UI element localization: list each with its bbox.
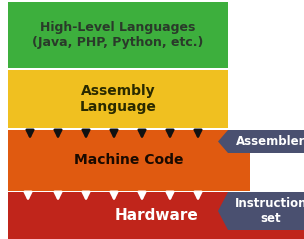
Bar [8,130,250,191]
Bar [8,192,304,239]
Polygon shape [218,192,304,230]
Bar [8,70,228,128]
Text: Machine Code: Machine Code [74,153,184,168]
Text: High-Level Languages
(Java, PHP, Python, etc.): High-Level Languages (Java, PHP, Python,… [32,21,204,49]
Text: Assembler: Assembler [236,135,304,148]
Text: Instruction
set: Instruction set [235,197,304,225]
Text: Hardware: Hardware [114,208,198,223]
Bar [8,2,228,68]
Text: Assembly
Language: Assembly Language [80,84,157,114]
Polygon shape [218,130,304,153]
